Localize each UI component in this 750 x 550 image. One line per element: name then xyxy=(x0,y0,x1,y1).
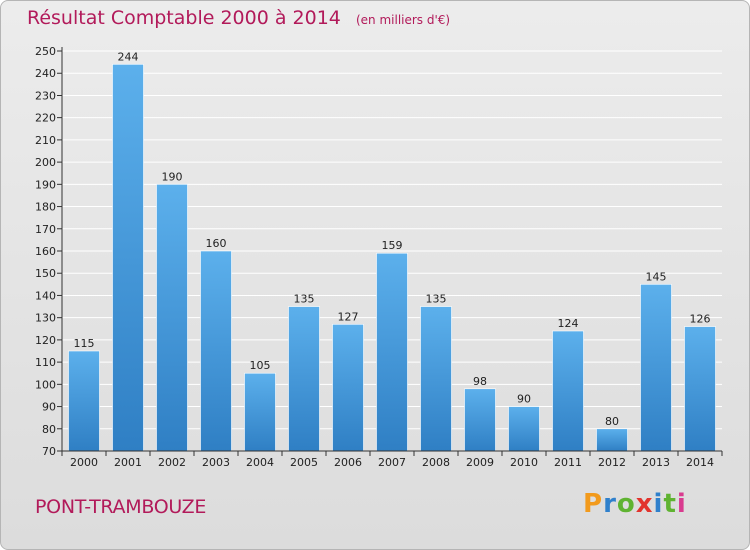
y-tick-label: 80 xyxy=(42,423,56,436)
data-label-2007: 159 xyxy=(382,239,403,252)
data-labels: 115 244 190 160 105 135 127 159 135 98 90 124 80 145 1… xyxy=(74,50,711,427)
x-axis-ticks: 2000 2001 2002 2003 2004 2005 2006 2007 2008 2009… xyxy=(61,451,723,469)
bars xyxy=(68,64,716,452)
data-label-2008: 135 xyxy=(426,293,447,306)
chart-subtitle: (en milliers d'€) xyxy=(355,13,451,27)
y-axis-ticks: 70 80 90 100 110 120 130 140 150 160 170 180 190 200 2… xyxy=(35,45,62,458)
proxiti-logo: Proxiti xyxy=(583,489,687,519)
y-tick-label: 140 xyxy=(35,289,56,302)
data-label-2010: 90 xyxy=(517,393,531,406)
data-label-2013: 145 xyxy=(646,270,667,283)
data-label-2012: 80 xyxy=(605,415,619,428)
bar-2010 xyxy=(508,406,540,452)
bar-2009 xyxy=(464,388,496,452)
data-label-2009: 98 xyxy=(473,375,487,388)
bar-2007 xyxy=(376,252,408,452)
commune-name: PONT-TRAMBOUZE xyxy=(35,496,207,518)
y-tick-label: 220 xyxy=(35,112,56,125)
x-tick-label-2006: 2006 xyxy=(334,456,362,469)
bar-2011 xyxy=(552,330,584,452)
y-tick-label: 210 xyxy=(35,134,56,147)
y-tick-label: 170 xyxy=(35,223,56,236)
y-tick-label: 90 xyxy=(42,401,56,414)
y-tick-label: 100 xyxy=(35,378,56,391)
y-tick-label: 190 xyxy=(35,178,56,191)
x-tick-label-2002: 2002 xyxy=(158,456,186,469)
data-label-2004: 105 xyxy=(250,359,271,372)
y-tick-label: 250 xyxy=(35,45,56,58)
y-tick-label: 180 xyxy=(35,201,56,214)
bar-2001 xyxy=(112,64,144,452)
x-tick-label-2009: 2009 xyxy=(466,456,494,469)
x-tick-label-2000: 2000 xyxy=(70,456,98,469)
data-label-2014: 126 xyxy=(690,313,711,326)
bar-2004 xyxy=(244,372,276,452)
chart-title-main: Résultat Comptable 2000 à 2014 xyxy=(27,7,341,29)
x-tick-label-2008: 2008 xyxy=(422,456,450,469)
x-tick-label-2007: 2007 xyxy=(378,456,406,469)
x-tick-label-2005: 2005 xyxy=(290,456,318,469)
y-tick-label: 230 xyxy=(35,89,56,102)
y-tick-label: 240 xyxy=(35,67,56,80)
y-tick-label: 70 xyxy=(42,445,56,458)
x-tick-label-2013: 2013 xyxy=(642,456,670,469)
bar-2008 xyxy=(420,306,452,452)
x-tick-label-2014: 2014 xyxy=(686,456,714,469)
y-tick-label: 160 xyxy=(35,245,56,258)
bar-2006 xyxy=(332,324,364,452)
data-label-2011: 124 xyxy=(558,317,579,330)
data-label-2006: 127 xyxy=(338,310,359,323)
axes xyxy=(61,47,722,452)
y-tick-label: 120 xyxy=(35,334,56,347)
bar-2014 xyxy=(684,326,716,452)
bar-2000 xyxy=(68,350,100,452)
x-tick-label-2004: 2004 xyxy=(246,456,274,469)
x-tick-label-2011: 2011 xyxy=(554,456,582,469)
data-label-2002: 190 xyxy=(162,170,183,183)
data-label-2000: 115 xyxy=(74,337,95,350)
data-label-2003: 160 xyxy=(206,237,227,250)
x-tick-label-2012: 2012 xyxy=(598,456,626,469)
y-tick-label: 150 xyxy=(35,267,56,280)
y-tick-label: 110 xyxy=(35,356,56,369)
x-tick-label-2001: 2001 xyxy=(114,456,142,469)
x-tick-label-2003: 2003 xyxy=(202,456,230,469)
chart-title: Résultat Comptable 2000 à 2014 (en milli… xyxy=(27,7,450,29)
bar-2003 xyxy=(200,250,232,452)
bar-2005 xyxy=(288,306,320,452)
x-tick-label-2010: 2010 xyxy=(510,456,538,469)
data-label-2005: 135 xyxy=(294,293,315,306)
bar-2013 xyxy=(640,284,672,452)
bar-2012 xyxy=(596,428,628,452)
y-tick-label: 200 xyxy=(35,156,56,169)
y-tick-label: 130 xyxy=(35,312,56,325)
data-label-2001: 244 xyxy=(118,50,139,63)
bar-2002 xyxy=(156,184,188,452)
